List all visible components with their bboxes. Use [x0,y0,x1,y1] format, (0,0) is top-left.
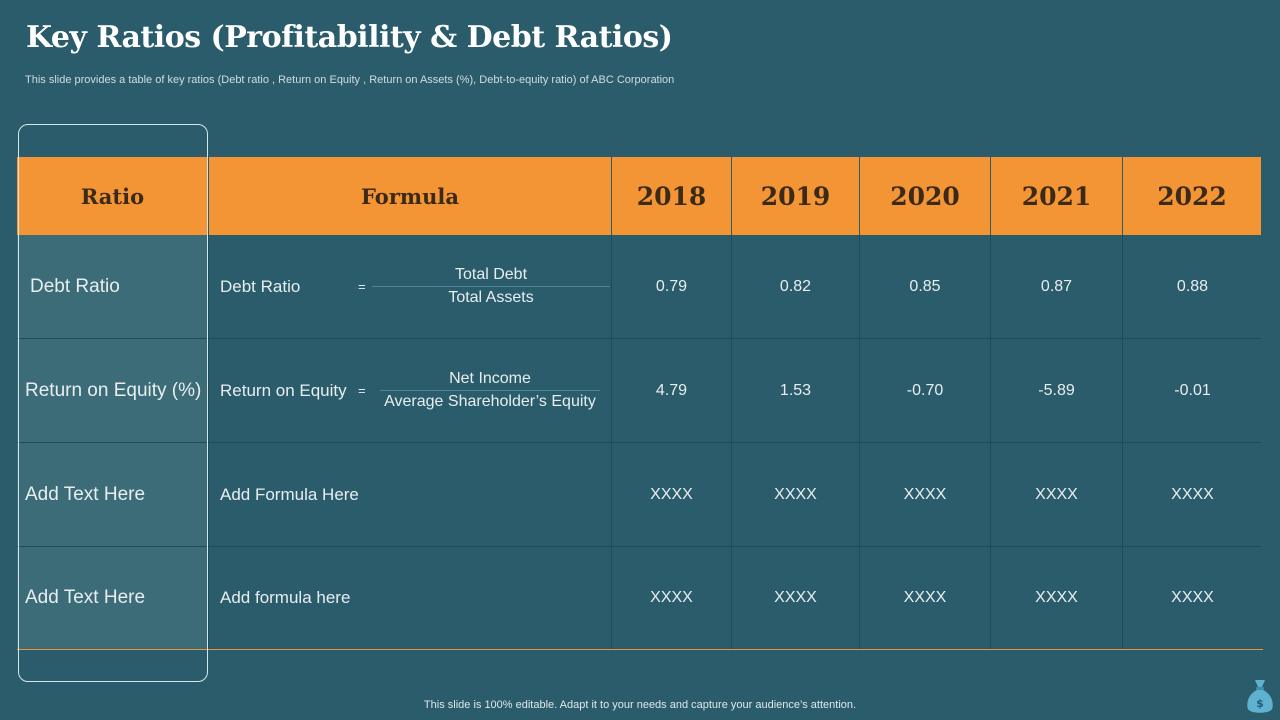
slide-title: Key Ratios (Profitability & Debt Ratios) [26,20,673,55]
fraction-numerator: Net Income [449,370,531,387]
svg-text:$: $ [1256,697,1264,710]
formula-fraction: Total Debt Total Assets [372,265,610,308]
equals-sign: = [358,279,366,294]
fraction-numerator: Total Debt [454,266,528,283]
value-cell: XXXX [1171,589,1214,606]
ratio-name: Add Text Here [17,547,209,649]
value-cell: 0.88 [1123,235,1262,339]
value-cell: 0.82 [732,235,860,339]
equals-sign: = [358,383,366,398]
value-cell: XXXX [860,443,991,547]
money-bag-icon: $ [1247,680,1273,713]
header-formula: Formula [209,157,612,235]
header-year: 2020 [860,157,991,235]
value-cell: 0.79 [612,235,732,339]
slide-subtitle: This slide provides a table of key ratio… [25,74,675,86]
value-cell: XXXX [991,547,1123,649]
value-cell: -5.89 [991,339,1123,443]
formula-name: Debt Ratio [220,276,301,296]
value-cell: -0.01 [1123,339,1262,443]
formula-fraction: Net Income Average Shareholder’s Equity [380,369,600,412]
key-ratios-table: Ratio Formula 2018 2019 2020 2021 2022 D… [17,157,1263,650]
header-ratio: Ratio [17,157,209,235]
value-cell: XXXX [732,443,860,547]
value-cell: 0.85 [860,235,991,339]
ratio-name: Add Text Here [17,443,209,547]
value-cell: 4.79 [612,339,732,443]
formula-cell: Debt Ratio = Total Debt Total Assets [209,235,612,339]
value-cell: XXXX [732,547,860,649]
value-cell: XXXX [612,443,732,547]
value-cell: 1.53 [732,339,860,443]
value-cell: XXXX [612,547,732,649]
header-year: 2018 [612,157,732,235]
value-cell: XXXX [860,547,991,649]
fraction-bar [380,390,600,391]
header-year: 2021 [991,157,1123,235]
fraction-denominator: Average Shareholder’s Equity [384,393,596,410]
value-cell: XXXX [991,443,1123,547]
value-cell: 0.87 [991,235,1123,339]
value-cell: -0.70 [860,339,991,443]
header-year: 2022 [1123,157,1262,235]
formula-text: Add formula here [209,547,612,649]
ratio-name: Debt Ratio [17,235,209,339]
formula-name: Return on Equity [220,380,347,400]
fraction-denominator: Total Assets [448,289,534,306]
formula-cell: Return on Equity = Net Income Average Sh… [209,339,612,443]
formula-text: Add Formula Here [209,443,612,547]
header-year: 2019 [732,157,860,235]
value-cell: XXXX [1123,443,1262,547]
fraction-bar [372,286,610,287]
footer-note: This slide is 100% editable. Adapt it to… [423,699,857,711]
ratio-name: Return on Equity (%) [17,339,209,443]
